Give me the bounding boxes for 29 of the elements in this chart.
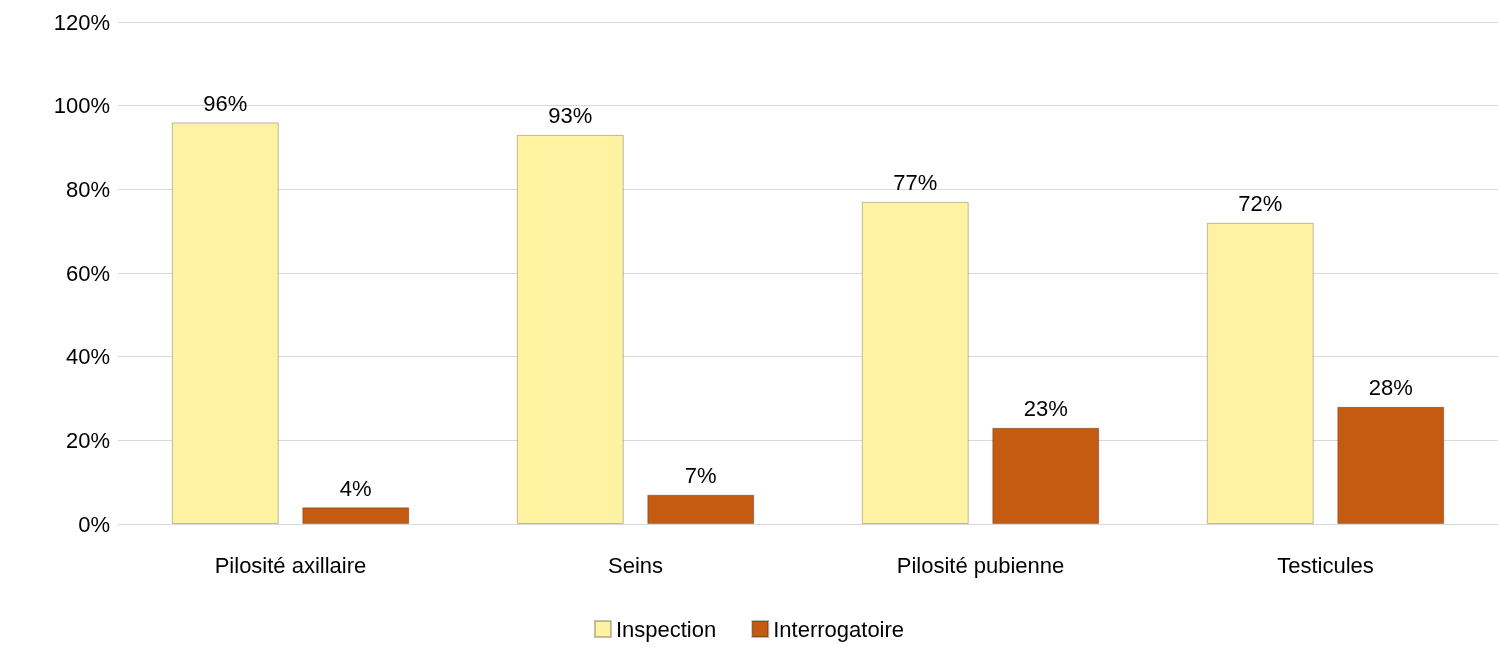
data-label: 72% xyxy=(1238,191,1283,217)
bar xyxy=(647,494,755,524)
bar xyxy=(516,134,624,524)
data-label: 4% xyxy=(339,475,372,501)
y-tick-label: 60% xyxy=(65,260,110,286)
bar xyxy=(861,201,969,524)
data-label: 7% xyxy=(684,463,717,489)
x-tick-label: Testicules xyxy=(1277,552,1374,578)
bar xyxy=(171,122,279,524)
x-tick-label: Pilosité pubienne xyxy=(896,552,1065,578)
data-label: 28% xyxy=(1368,375,1413,401)
bar xyxy=(1337,406,1445,524)
data-label: 93% xyxy=(548,103,593,129)
data-label: 96% xyxy=(203,90,248,116)
y-tick-label: 40% xyxy=(65,344,110,370)
y-tick-label: 120% xyxy=(53,9,110,35)
x-tick-label: Seins xyxy=(607,552,664,578)
bar xyxy=(302,507,410,524)
y-tick-label: 80% xyxy=(65,176,110,202)
y-tick-label: 20% xyxy=(65,427,110,453)
y-tick-label: 0% xyxy=(78,511,110,537)
bar xyxy=(1206,222,1314,524)
legend-label: Inspection xyxy=(615,616,717,642)
data-label: 23% xyxy=(1023,396,1068,422)
data-label: 77% xyxy=(893,170,938,196)
x-tick-label: Pilosité axillaire xyxy=(214,552,367,578)
y-tick-label: 100% xyxy=(53,93,110,119)
bar xyxy=(992,427,1100,524)
legend-label: Interrogatoire xyxy=(773,616,905,642)
